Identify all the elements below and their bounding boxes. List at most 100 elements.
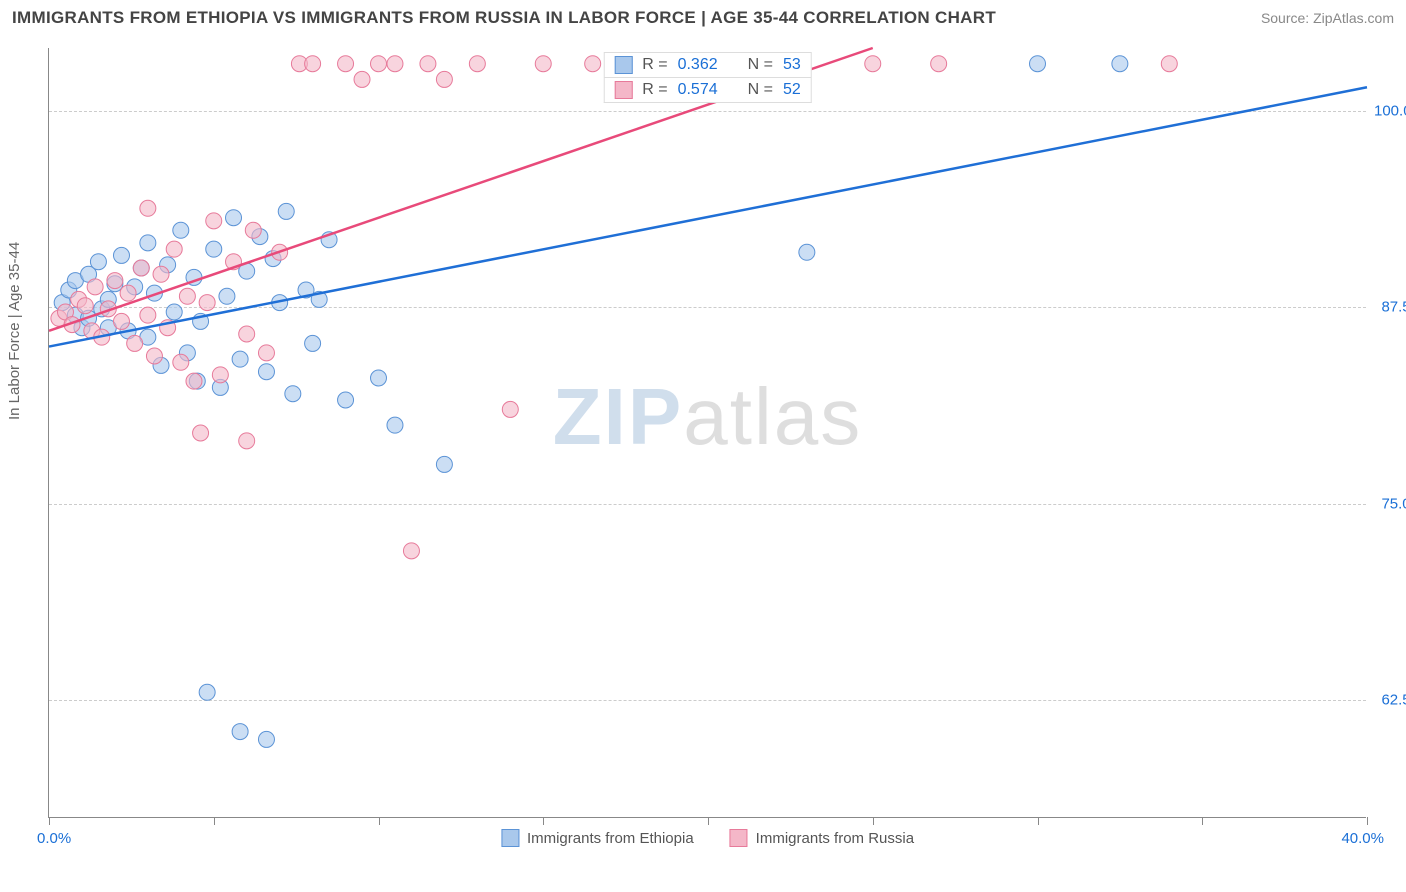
x-tick <box>379 817 380 825</box>
x-axis-label-max: 40.0% <box>1341 830 1384 847</box>
scatter-point <box>387 417 403 433</box>
scatter-point <box>258 731 274 747</box>
scatter-point <box>140 235 156 251</box>
scatter-point <box>371 370 387 386</box>
scatter-point <box>219 288 235 304</box>
scatter-point <box>193 425 209 441</box>
trend-line <box>49 87 1367 346</box>
scatter-point <box>206 241 222 257</box>
x-tick <box>873 817 874 825</box>
legend-item: Immigrants from Russia <box>730 829 914 847</box>
scatter-point <box>199 295 215 311</box>
scatter-point <box>133 260 149 276</box>
scatter-point <box>535 56 551 72</box>
scatter-point <box>186 373 202 389</box>
scatter-point <box>354 71 370 87</box>
y-tick-label: 62.5% <box>1374 692 1406 709</box>
scatter-point <box>1161 56 1177 72</box>
scatter-point <box>140 200 156 216</box>
legend-label: Immigrants from Russia <box>756 830 914 847</box>
scatter-point <box>1112 56 1128 72</box>
y-tick-label: 87.5% <box>1374 299 1406 316</box>
scatter-point <box>113 247 129 263</box>
x-tick <box>1038 817 1039 825</box>
stats-box: R = 0.362 N = 53 R = 0.574 N = 52 <box>603 52 812 103</box>
scatter-point <box>166 241 182 257</box>
scatter-point <box>799 244 815 260</box>
source-label: Source: ZipAtlas.com <box>1261 10 1394 26</box>
stats-r-label: R = <box>642 81 667 99</box>
stats-n-value: 53 <box>783 56 801 74</box>
scatter-point <box>173 222 189 238</box>
legend-swatch <box>730 829 748 847</box>
scatter-point <box>120 285 136 301</box>
legend-item: Immigrants from Ethiopia <box>501 829 694 847</box>
scatter-point <box>107 273 123 289</box>
scatter-point <box>305 335 321 351</box>
scatter-point <box>166 304 182 320</box>
scatter-point <box>199 684 215 700</box>
scatter-point <box>371 56 387 72</box>
stats-n-value: 52 <box>783 81 801 99</box>
scatter-point <box>140 307 156 323</box>
scatter-point <box>146 348 162 364</box>
scatter-point <box>305 56 321 72</box>
x-tick <box>1202 817 1203 825</box>
scatter-point <box>77 298 93 314</box>
stats-swatch <box>614 81 632 99</box>
scatter-point <box>127 335 143 351</box>
scatter-point <box>113 313 129 329</box>
scatter-point <box>931 56 947 72</box>
y-axis-label: In Labor Force | Age 35-44 <box>6 242 23 420</box>
stats-r-value: 0.362 <box>678 56 718 74</box>
plot-area: ZIPatlas 62.5%75.0%87.5%100.0% R =0.362N… <box>48 48 1366 818</box>
x-tick <box>214 817 215 825</box>
scatter-point <box>206 213 222 229</box>
stats-row: R = 0.362 N = 53 <box>603 52 812 78</box>
x-tick <box>543 817 544 825</box>
x-tick <box>708 817 709 825</box>
x-tick <box>49 817 50 825</box>
scatter-point <box>90 254 106 270</box>
legend-label: Immigrants from Ethiopia <box>527 830 694 847</box>
scatter-point <box>153 266 169 282</box>
scatter-point <box>502 401 518 417</box>
title-bar: IMMIGRANTS FROM ETHIOPIA VS IMMIGRANTS F… <box>12 8 1394 28</box>
scatter-point <box>258 364 274 380</box>
scatter-point <box>338 56 354 72</box>
scatter-point <box>436 71 452 87</box>
scatter-point <box>469 56 485 72</box>
bottom-legend: Immigrants from Ethiopia Immigrants from … <box>501 829 914 847</box>
scatter-point <box>173 354 189 370</box>
stats-r-label: R = <box>642 56 667 74</box>
scatter-point <box>436 456 452 472</box>
scatter-point <box>278 203 294 219</box>
scatter-point <box>239 326 255 342</box>
scatter-point <box>420 56 436 72</box>
stats-swatch <box>614 56 632 74</box>
y-tick-label: 100.0% <box>1374 102 1406 119</box>
legend-swatch <box>501 829 519 847</box>
stats-n-label: N = <box>748 81 773 99</box>
scatter-point <box>338 392 354 408</box>
scatter-point <box>232 724 248 740</box>
scatter-point <box>179 288 195 304</box>
x-axis-label-min: 0.0% <box>37 830 71 847</box>
scatter-point <box>245 222 261 238</box>
scatter-point <box>865 56 881 72</box>
chart-title: IMMIGRANTS FROM ETHIOPIA VS IMMIGRANTS F… <box>12 8 996 28</box>
scatter-point <box>403 543 419 559</box>
stats-r-value: 0.574 <box>678 81 718 99</box>
scatter-point <box>226 210 242 226</box>
scatter-point <box>258 345 274 361</box>
scatter-point <box>1030 56 1046 72</box>
scatter-point <box>239 433 255 449</box>
scatter-point <box>285 386 301 402</box>
scatter-point <box>212 367 228 383</box>
stats-n-label: N = <box>748 56 773 74</box>
scatter-point <box>387 56 403 72</box>
chart-canvas <box>49 48 1366 817</box>
scatter-point <box>585 56 601 72</box>
scatter-point <box>232 351 248 367</box>
scatter-point <box>87 279 103 295</box>
